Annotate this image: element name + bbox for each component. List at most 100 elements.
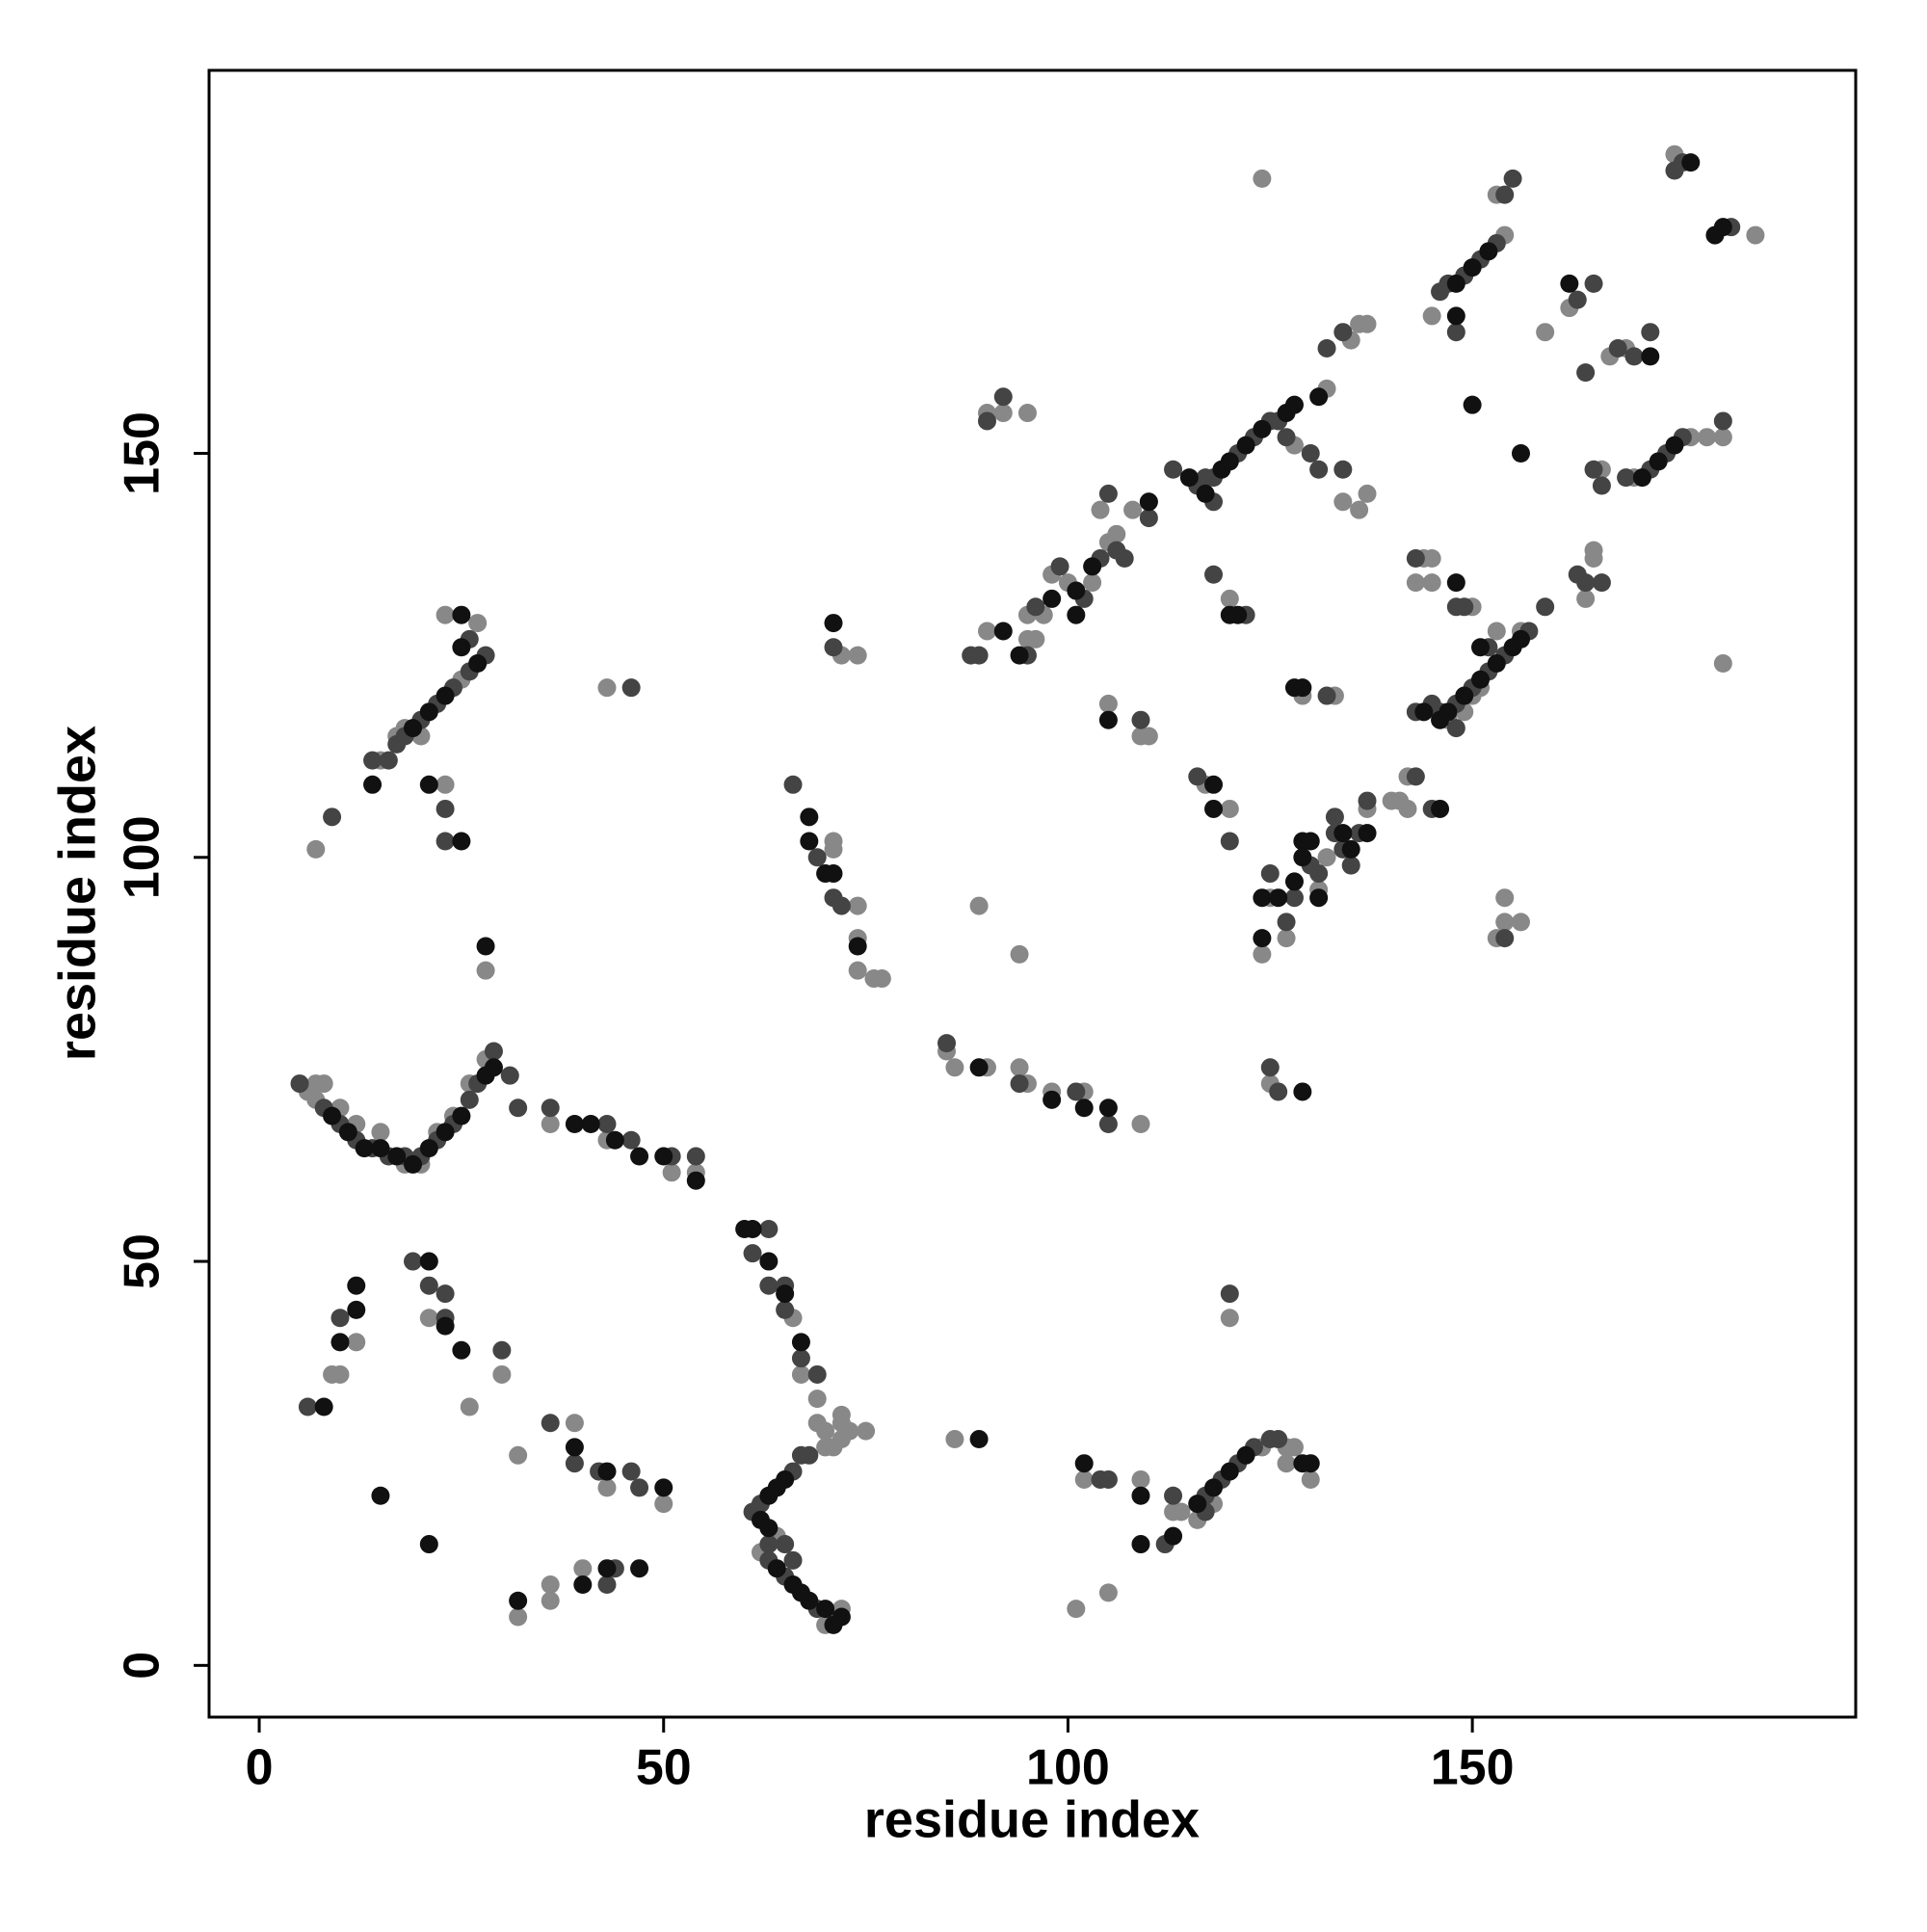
scatter-point [330, 1364, 350, 1384]
scatter-point [509, 1098, 528, 1118]
scatter-point [1446, 274, 1465, 293]
scatter-point [1260, 864, 1280, 884]
scatter-point [945, 1430, 964, 1449]
scatter-point [1422, 306, 1441, 326]
scatter-point [1713, 654, 1732, 674]
scatter-point [630, 1147, 649, 1166]
scatter-point [1179, 468, 1199, 488]
scatter-point [581, 1114, 600, 1133]
scatter-point [476, 961, 495, 980]
scatter-point [937, 1034, 957, 1053]
scatter-point [1026, 629, 1045, 648]
scatter-point [686, 1147, 705, 1166]
scatter-point [1317, 848, 1336, 867]
scatter-point [323, 1106, 342, 1125]
scatter-point [1204, 799, 1224, 818]
scatter-point [1479, 242, 1498, 261]
scatter-point [1649, 452, 1668, 471]
scatter-point [1043, 1090, 1062, 1109]
scatter-point [791, 1445, 810, 1465]
scatter-point [1301, 1469, 1320, 1489]
scatter-point [1026, 597, 1045, 617]
scatter-point [1164, 1526, 1183, 1546]
scatter-point [630, 1478, 649, 1497]
scatter-point [1131, 1114, 1150, 1133]
scatter-point [1220, 799, 1239, 818]
scatter-point [1431, 799, 1450, 818]
scatter-point [509, 1607, 528, 1627]
scatter-point [1406, 767, 1425, 786]
scatter-point [832, 896, 851, 915]
scatter-point [1284, 395, 1304, 414]
y-tick-label: 100 [115, 815, 171, 899]
scatter-point [452, 1340, 471, 1360]
scatter-point [1495, 185, 1515, 204]
scatter-point [1511, 913, 1530, 932]
scatter-point [1309, 888, 1329, 908]
scatter-point [1584, 274, 1603, 293]
scatter-point [1536, 597, 1555, 617]
scatter-point [419, 1535, 438, 1554]
scatter-point [1446, 719, 1465, 738]
y-tick-label: 0 [115, 1652, 171, 1680]
scatter-point [1309, 864, 1329, 884]
scatter-point [816, 1600, 835, 1619]
scatter-point [783, 775, 803, 794]
scatter-point [1536, 323, 1555, 342]
scatter-point [1617, 468, 1636, 488]
scatter-point [1713, 411, 1732, 431]
scatter-point [492, 1364, 512, 1384]
scatter-point [783, 1550, 803, 1570]
scatter-point [977, 622, 996, 641]
scatter-point [1188, 1495, 1207, 1514]
scatter-point [419, 775, 438, 794]
scatter-point [1074, 1454, 1094, 1473]
scatter-point [969, 1058, 989, 1077]
scatter-point [363, 751, 383, 770]
scatter-point [1584, 548, 1603, 568]
scatter-point [1067, 1082, 1086, 1101]
scatter-point [330, 1309, 350, 1328]
scatter-point [541, 1114, 560, 1133]
scatter-point [1204, 775, 1224, 794]
scatter-point [662, 1163, 681, 1182]
scatter-point [541, 1575, 560, 1594]
scatter-point [1358, 824, 1377, 843]
scatter-point [1172, 1502, 1191, 1522]
scatter-point [1632, 468, 1651, 488]
scatter-point [1017, 404, 1037, 423]
scatter-point [1341, 839, 1360, 859]
scatter-point [824, 638, 843, 657]
scatter-point [1584, 460, 1603, 479]
scatter-point [848, 961, 867, 980]
scatter-point [1333, 824, 1353, 843]
scatter-point [993, 622, 1013, 641]
scatter-point [1301, 443, 1320, 463]
scatter-point [621, 1130, 641, 1150]
scatter-point [1196, 468, 1215, 488]
scatter-point [1131, 1469, 1150, 1489]
scatter-point [1471, 670, 1491, 689]
scatter-point [759, 1220, 779, 1239]
scatter-point [832, 1405, 851, 1424]
scatter-point [1293, 848, 1312, 867]
scatter-point [1228, 605, 1248, 624]
x-tick-label: 150 [1431, 1740, 1515, 1796]
scatter-point [1083, 557, 1102, 576]
scatter-point [832, 1430, 851, 1449]
scatter-point [1067, 1600, 1086, 1619]
scatter-point [419, 702, 438, 722]
scatter-point [1253, 888, 1272, 908]
scatter-point [1164, 1486, 1183, 1505]
scatter-point [1098, 1583, 1118, 1602]
scatter-point [565, 1454, 584, 1473]
scatter-point [1422, 548, 1441, 568]
scatter-point [484, 1042, 503, 1061]
scatter-point [597, 1575, 617, 1594]
scatter-point [630, 1559, 649, 1578]
scatter-point [1067, 581, 1086, 600]
scatter-point [1253, 944, 1272, 964]
scatter-point [1487, 622, 1506, 641]
scatter-point [298, 1397, 317, 1416]
